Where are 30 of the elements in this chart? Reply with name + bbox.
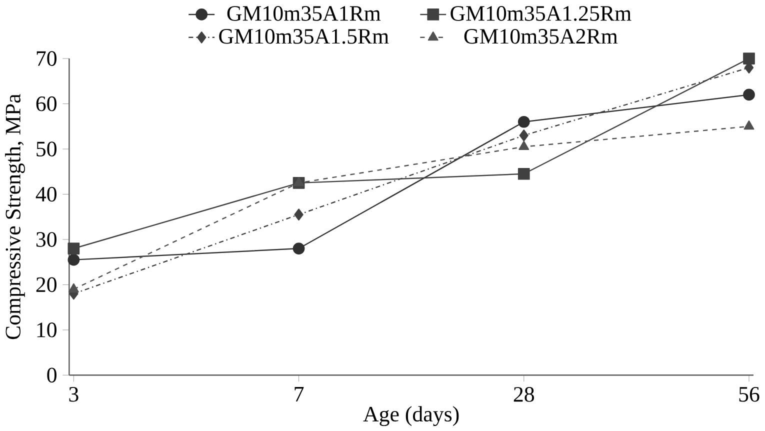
- point: [68, 283, 79, 292]
- point: [294, 208, 304, 220]
- y-tick-label: 0: [47, 368, 56, 382]
- y-tick-label: 50: [36, 142, 56, 156]
- point: [518, 116, 530, 128]
- y-axis-title: Compressive Strength, MPa: [5, 94, 25, 340]
- point: [519, 129, 528, 142]
- y-tick-label: 70: [36, 51, 56, 66]
- legend-label: GM10m35A2Rm: [464, 28, 618, 44]
- x-tick-label: 56: [739, 386, 760, 402]
- point: [68, 242, 80, 254]
- point: [292, 242, 305, 254]
- legend-label: GM10m35A1Rm: [227, 6, 381, 21]
- x-tick-label: 7: [294, 386, 304, 402]
- point: [518, 168, 530, 180]
- legend-label: GM10m35A1.25Rm: [450, 6, 632, 21]
- point: [743, 88, 755, 101]
- legend-label: GM10m35A1.5Rm: [219, 28, 389, 44]
- point: [743, 52, 755, 64]
- x-axis-title: Age (days): [363, 406, 459, 426]
- y-tick-label: 60: [36, 96, 56, 112]
- point: [744, 120, 754, 130]
- point: [518, 140, 530, 150]
- point: [68, 254, 80, 266]
- y-tick-label: 40: [36, 186, 56, 202]
- y-tick-label: 20: [36, 277, 56, 292]
- y-tick-label: 10: [37, 322, 56, 338]
- x-tick-label: 28: [514, 386, 534, 402]
- y-tick-label: 30: [36, 232, 56, 247]
- x-tick-label: 3: [69, 386, 78, 402]
